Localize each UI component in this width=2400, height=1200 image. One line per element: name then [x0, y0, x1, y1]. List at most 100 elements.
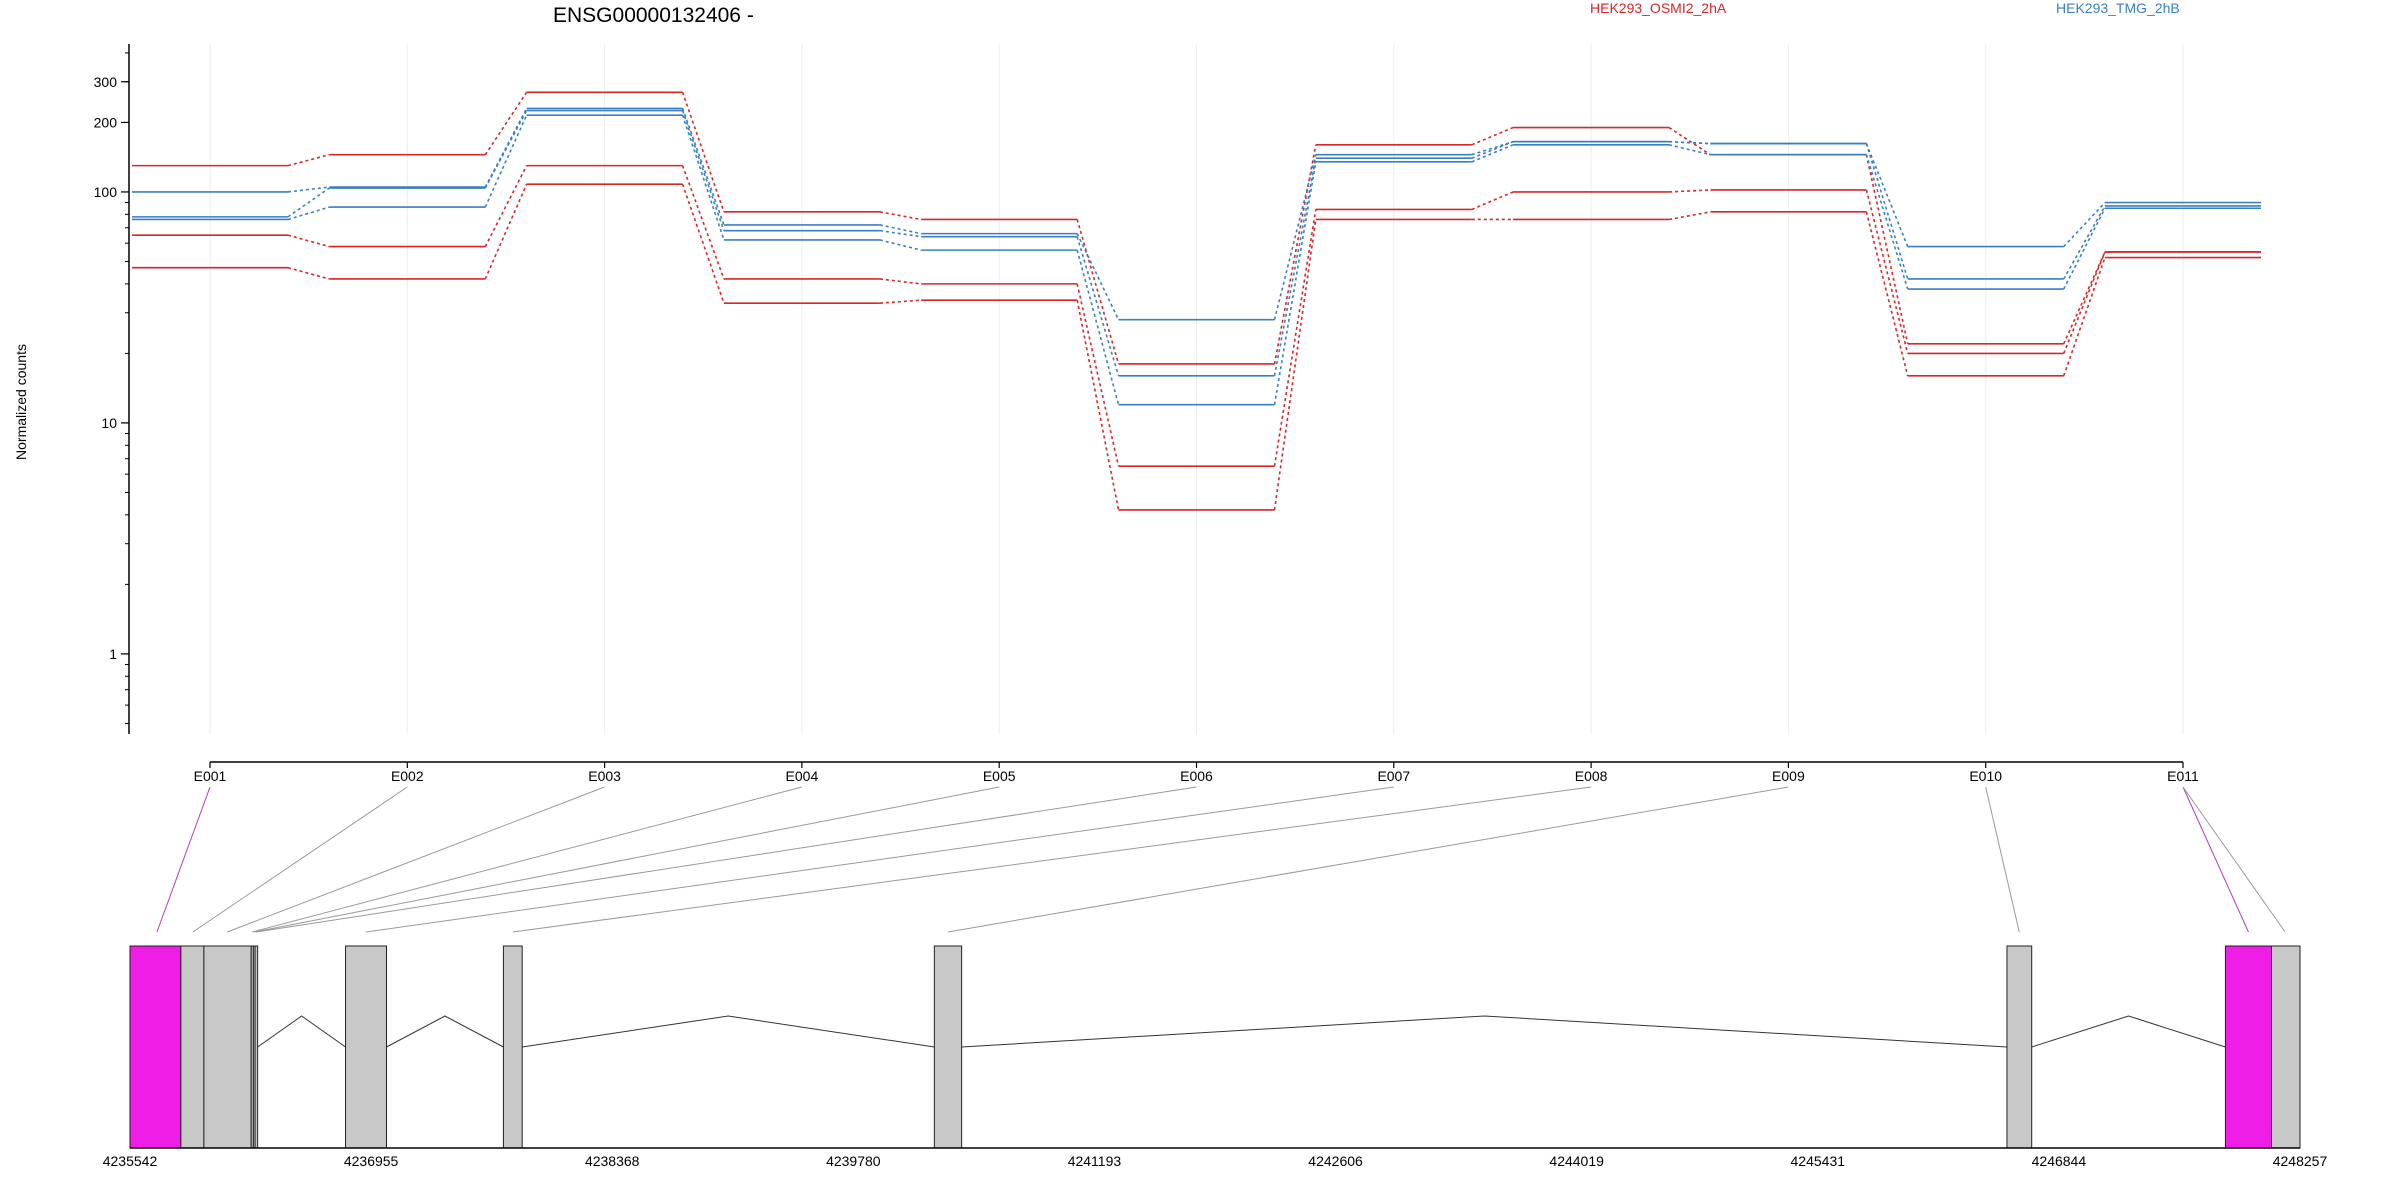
x-tick-label-e003: E003 — [588, 768, 621, 784]
coordinate-label-9: 4248257 — [2273, 1153, 2328, 1169]
series-3-connector-0 — [287, 186, 330, 193]
series-1-connector-4 — [1076, 283, 1120, 467]
x-tick-label-e009: E009 — [1772, 768, 1805, 784]
series-4-connector-1 — [484, 110, 528, 189]
series-layer — [132, 91, 2261, 511]
series-4-connector-5 — [1273, 158, 1317, 376]
series-5-connector-0 — [287, 206, 330, 221]
series-1-connector-7 — [1669, 189, 1711, 193]
exon-link-layer — [156, 786, 2286, 933]
series-1-connector-5 — [1273, 209, 1317, 467]
series-4-connector-3 — [879, 229, 922, 238]
series-2-connector-7 — [1668, 211, 1711, 221]
x-tick-label-e004: E004 — [786, 768, 819, 784]
series-2-connector-5 — [1273, 219, 1317, 511]
exon-box-e009 — [933, 945, 963, 1149]
x-tick-label-e010: E010 — [1969, 768, 2002, 784]
series-0-connector-0 — [287, 153, 330, 167]
genomic-coordinate-axis: 4235542 4236955 4238368 4239780 4241193 42426… — [103, 1147, 2328, 1169]
series-5-connector-6 — [1471, 144, 1514, 163]
series-4-connector-8 — [1865, 143, 1909, 280]
series-3-connector-4 — [1076, 233, 1120, 320]
series-3-connector-2 — [681, 108, 725, 226]
exon-link-e007-6 — [365, 786, 1394, 933]
exon-box-e002 — [180, 945, 205, 1149]
series-4-connector-6 — [1471, 140, 1514, 159]
coordinate-label-3: 4239780 — [826, 1153, 881, 1169]
coordinate-label-2: 4238368 — [585, 1153, 640, 1169]
exon-link-e010-9 — [1985, 786, 2020, 933]
exon-box-e011 — [2224, 945, 2272, 1149]
exon-link-e002-1 — [192, 786, 408, 933]
exon-link-e004-3 — [251, 786, 803, 933]
series-0-connector-2 — [681, 92, 725, 213]
gene-model — [129, 945, 2301, 1149]
exon-link-e008-7 — [512, 786, 1592, 933]
series-4-connector-7 — [1669, 140, 1711, 145]
exon-box-e007 — [345, 945, 388, 1149]
series-5-connector-3 — [879, 239, 922, 251]
series-2-connector-0 — [287, 266, 330, 280]
series-3-connector-1 — [484, 108, 528, 188]
exon-link-e001-0 — [156, 786, 211, 933]
series-1-connector-8 — [1865, 189, 1909, 354]
exon-link-e011-11 — [2182, 786, 2286, 933]
series-0-connector-9 — [2062, 251, 2106, 345]
series-3-connector-8 — [1865, 143, 1909, 247]
y-tick-label-10: 10 — [101, 415, 117, 431]
intron-4 — [961, 1015, 2007, 1048]
x-tick-label-e008: E008 — [1575, 768, 1608, 784]
series-2-connector-8 — [1865, 211, 1909, 376]
series-3-connector-5 — [1273, 154, 1317, 320]
y-axis: 1 10 100 200 300 — [94, 44, 130, 734]
series-0-connector-6 — [1471, 126, 1514, 146]
series-2-connector-1 — [484, 183, 528, 280]
series-2-connector-9 — [2062, 257, 2106, 377]
series-3-connector-9 — [2063, 201, 2106, 248]
coordinate-label-0: 4235542 — [103, 1153, 158, 1169]
legend-label-osmi2: HEK293_OSMI2_2hA — [1590, 0, 1727, 16]
exon-link-e009-8 — [947, 786, 1789, 933]
series-4-connector-9 — [2063, 205, 2106, 280]
series-5-connector-1 — [484, 114, 528, 208]
exon-link-e006-5 — [256, 786, 1197, 933]
series-5-connector-5 — [1273, 161, 1317, 405]
coordinate-label-8: 4246844 — [2032, 1153, 2087, 1169]
series-0-connector-3 — [879, 211, 922, 221]
series-5-connector-8 — [1865, 154, 1909, 290]
series-1-connector-9 — [2062, 251, 2106, 354]
y-tick-label-100: 100 — [94, 184, 118, 200]
intron-2 — [386, 1015, 504, 1048]
series-1-connector-6 — [1471, 191, 1514, 211]
y-axis-label: Normalized counts — [13, 344, 29, 460]
exon-box-e006 — [254, 945, 259, 1149]
chart-title: ENSG00000132406 - — [553, 4, 754, 27]
x-tick-label-e007: E007 — [1377, 768, 1410, 784]
series-2-connector-4 — [1076, 300, 1120, 511]
exon-box-e001 — [129, 945, 182, 1149]
exon-box-e003 — [203, 945, 252, 1149]
exon-link-e003-2 — [227, 786, 605, 933]
series-5-connector-2 — [681, 114, 725, 241]
exon-box-e008 — [502, 945, 523, 1149]
series-2-connector-2 — [681, 183, 725, 304]
series-3-connector-3 — [879, 224, 922, 235]
series-4-connector-4 — [1076, 236, 1120, 377]
x-tick-label-e006: E006 — [1180, 768, 1213, 784]
series-0-connector-8 — [1865, 154, 1909, 345]
legend-label-tmg: HEK293_TMG_2hB — [2056, 0, 2180, 16]
series-5-connector-4 — [1076, 249, 1120, 405]
series-1-connector-3 — [879, 278, 922, 285]
series-4-connector-0 — [287, 187, 330, 218]
coordinate-label-4: 4241193 — [1068, 1153, 1122, 1169]
exon-link-e005-4 — [254, 786, 1000, 933]
x-tick-label-e002: E002 — [391, 768, 424, 784]
exon-box-e010 — [2006, 945, 2033, 1149]
series-0-connector-7 — [1668, 126, 1711, 156]
x-tick-label-e001: E001 — [194, 768, 227, 784]
coordinate-label-7: 4245431 — [1791, 1153, 1846, 1169]
series-4-connector-2 — [681, 110, 725, 231]
intron-1 — [257, 1015, 346, 1048]
series-1-connector-2 — [681, 165, 725, 280]
